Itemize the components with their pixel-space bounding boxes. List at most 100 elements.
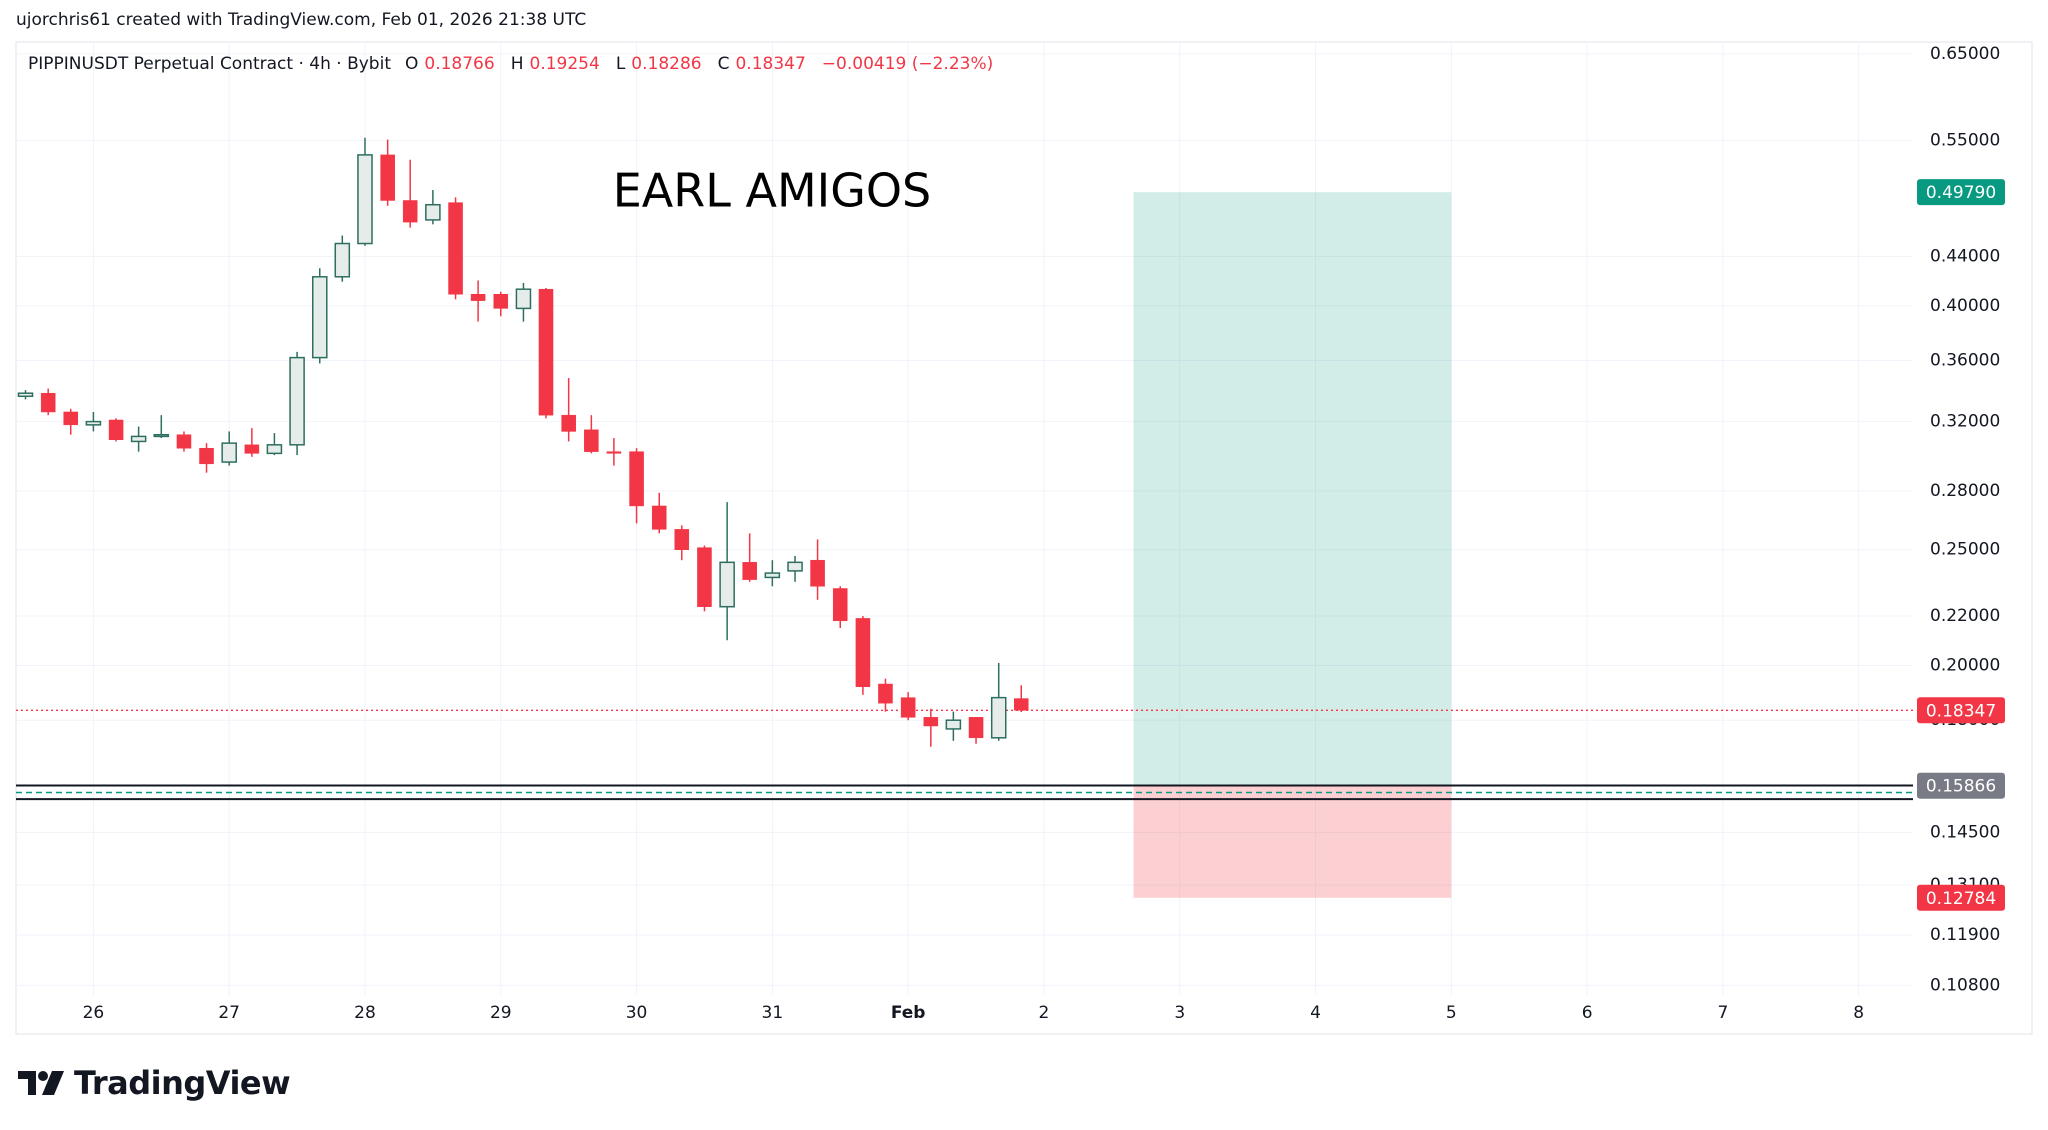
y-tick-label: 0.55000 bbox=[1930, 131, 2000, 151]
candle-body bbox=[17, 392, 34, 398]
candle-body bbox=[878, 683, 893, 704]
candle-body bbox=[85, 420, 102, 426]
candle-body bbox=[402, 200, 418, 223]
candle-body bbox=[651, 505, 667, 530]
candle-body bbox=[357, 154, 373, 245]
x-tick-label: 7 bbox=[1717, 1003, 1728, 1023]
candle-body bbox=[810, 559, 825, 587]
candle-body bbox=[990, 696, 1007, 739]
x-tick-label: 29 bbox=[490, 1003, 512, 1023]
candle-body bbox=[130, 435, 147, 443]
y-tick-label: 0.65000 bbox=[1930, 44, 2000, 64]
price-badge-label: 0.15866 bbox=[1926, 777, 1996, 797]
candle-body bbox=[1013, 698, 1029, 711]
x-tick-label: 6 bbox=[1582, 1003, 1593, 1023]
x-tick-label: Feb bbox=[891, 1003, 926, 1023]
candle-body bbox=[538, 288, 554, 416]
y-tick-label: 0.11900 bbox=[1930, 925, 2000, 945]
annotation: EARL AMIGOS bbox=[613, 164, 932, 218]
y-tick-label: 0.36000 bbox=[1930, 350, 2000, 370]
candle-body bbox=[697, 547, 712, 607]
y-tick-label: 0.40000 bbox=[1930, 296, 2000, 316]
candle-body bbox=[787, 561, 803, 572]
ohlc-letter: C bbox=[717, 54, 730, 74]
ohlc-value: 0.18286 bbox=[631, 54, 702, 74]
candle-body bbox=[584, 429, 599, 452]
x-tick-label: 2 bbox=[1039, 1003, 1050, 1023]
x-tick-label: 31 bbox=[762, 1003, 784, 1023]
x-tick-label: 5 bbox=[1446, 1003, 1457, 1023]
candle-body bbox=[470, 294, 486, 301]
candle-body bbox=[515, 288, 532, 310]
symbol-title: PIPPINUSDT Perpetual Contract · 4h · Byb… bbox=[28, 54, 391, 74]
y-tick-label: 0.10800 bbox=[1930, 975, 2000, 995]
ohlc-letter: L bbox=[615, 54, 626, 74]
candle-body bbox=[448, 202, 463, 295]
x-tick-label: 27 bbox=[218, 1003, 240, 1023]
x-tick-label: 8 bbox=[1853, 1003, 1864, 1023]
y-tick-label: 0.22000 bbox=[1930, 606, 2000, 626]
candle-body bbox=[40, 392, 56, 413]
candle-body bbox=[380, 154, 395, 201]
y-tick-label: 0.25000 bbox=[1930, 540, 2000, 560]
logo-icon bbox=[18, 1071, 64, 1095]
candle-body bbox=[764, 572, 781, 579]
candle-body bbox=[742, 562, 757, 580]
ohlc-value: 0.19254 bbox=[529, 54, 600, 74]
ohlc-value: 0.18347 bbox=[735, 54, 806, 74]
candle-body bbox=[923, 717, 939, 727]
footer-logo: TradingView bbox=[18, 1064, 291, 1102]
x-tick-label: 30 bbox=[626, 1003, 648, 1023]
price-badge bbox=[1917, 179, 2005, 206]
x-tick-label: 3 bbox=[1174, 1003, 1185, 1023]
symbol-legend: PIPPINUSDT Perpetual Contract · 4h · Byb… bbox=[28, 54, 993, 74]
ohlc-letter: O bbox=[405, 54, 419, 74]
candle-body bbox=[493, 294, 509, 309]
candle-body bbox=[629, 451, 644, 507]
y-tick-label: 0.44000 bbox=[1930, 246, 2000, 266]
ohlc-letter: H bbox=[510, 54, 524, 74]
change: −0.00419 (−2.23%) bbox=[821, 54, 994, 74]
candle-body bbox=[561, 414, 576, 432]
candle-body bbox=[945, 719, 962, 730]
candle-body bbox=[244, 444, 260, 454]
candle-body bbox=[153, 433, 170, 438]
candle-body bbox=[674, 529, 690, 550]
candle-body bbox=[176, 434, 192, 449]
price-badge bbox=[1917, 884, 2005, 911]
y-tick-label: 0.14500 bbox=[1930, 822, 2000, 842]
candle-body bbox=[108, 419, 124, 441]
price-badge-label: 0.18347 bbox=[1926, 701, 1996, 721]
ohlc-value: 0.18766 bbox=[424, 54, 495, 74]
y-tick-label: 0.20000 bbox=[1930, 656, 2000, 676]
candle-body bbox=[221, 442, 237, 463]
candle-body bbox=[334, 242, 351, 278]
logo-text: TradingView bbox=[74, 1064, 291, 1102]
candle-body bbox=[855, 618, 871, 687]
stop-zone bbox=[1133, 785, 1452, 898]
price-badge-label: 0.49790 bbox=[1926, 183, 1996, 203]
price-badge-label: 0.12784 bbox=[1926, 889, 1996, 909]
candle-body bbox=[832, 588, 848, 622]
candle-body bbox=[199, 447, 214, 465]
candle-body bbox=[425, 203, 441, 221]
price-badge bbox=[1917, 697, 2005, 724]
candle-body bbox=[63, 411, 79, 426]
attribution: ujorchris61 created with TradingView.com… bbox=[16, 10, 587, 30]
candle-body bbox=[719, 561, 735, 608]
candle-body bbox=[900, 697, 916, 718]
x-tick-label: 28 bbox=[354, 1003, 376, 1023]
target-zone bbox=[1133, 192, 1452, 786]
candle-body bbox=[266, 444, 283, 455]
candle-body bbox=[968, 717, 984, 739]
x-tick-label: 4 bbox=[1310, 1003, 1321, 1023]
x-tick-label: 26 bbox=[83, 1003, 105, 1023]
chart-frame bbox=[15, 41, 2033, 1035]
price-badge bbox=[1917, 772, 2005, 799]
candle-body bbox=[289, 356, 305, 446]
y-tick-label: 0.28000 bbox=[1930, 481, 2000, 501]
candle-body bbox=[606, 451, 622, 454]
candle-body bbox=[311, 276, 328, 359]
